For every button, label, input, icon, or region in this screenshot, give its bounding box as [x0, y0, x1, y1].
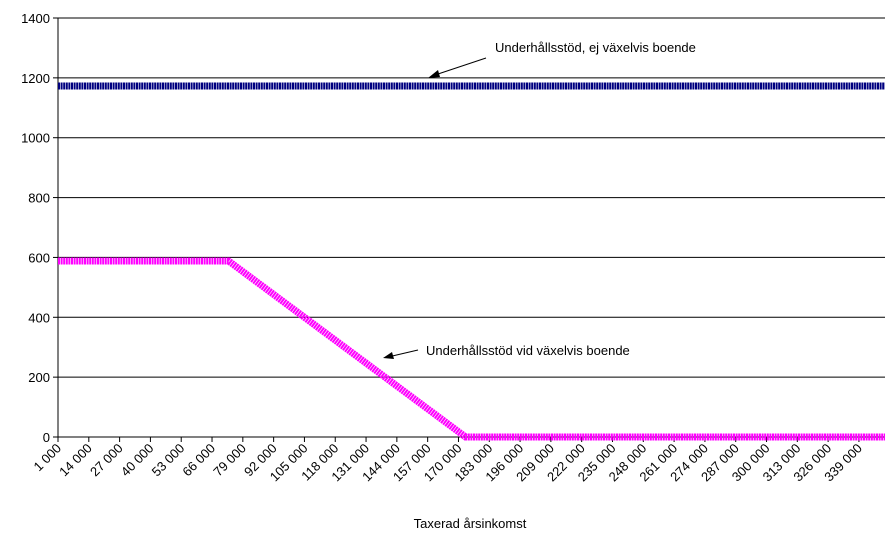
arrow-head	[428, 70, 440, 78]
y-tick-label: 1400	[21, 11, 50, 26]
x-tick-label: 40 000	[118, 441, 157, 480]
y-tick-label: 800	[28, 191, 50, 206]
x-tick-label: 53 000	[149, 441, 188, 480]
x-tick-label: 66 000	[179, 441, 218, 480]
y-tick-label: 0	[43, 430, 50, 445]
annotation: Underhållsstöd vid växelvis boende	[426, 343, 630, 358]
series-line	[58, 257, 885, 441]
x-axis-title: Taxerad årsinkomst	[414, 516, 527, 531]
arrow-head	[383, 352, 394, 359]
x-tick-label: 14 000	[56, 441, 95, 480]
y-tick-label: 1200	[21, 71, 50, 86]
annotation: Underhållsstöd, ej växelvis boende	[495, 40, 696, 55]
y-tick-label: 200	[28, 370, 50, 385]
annotation-arrow	[431, 57, 487, 77]
y-tick-label: 1000	[21, 131, 50, 146]
y-tick-label: 600	[28, 250, 50, 265]
y-tick-label: 400	[28, 310, 50, 325]
x-tick-label: 27 000	[87, 441, 126, 480]
x-tick-label: 79 000	[210, 441, 249, 480]
